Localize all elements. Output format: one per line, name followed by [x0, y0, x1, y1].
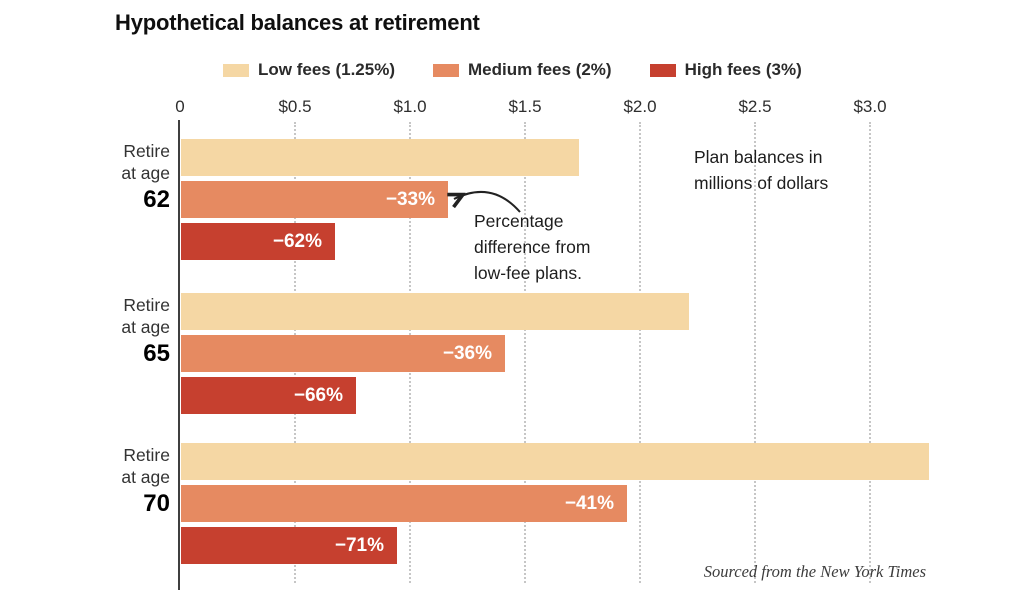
legend-item-label: Medium fees (2%) — [468, 60, 612, 79]
gridline — [869, 122, 871, 583]
x-axis-tick-label: $2.0 — [623, 97, 657, 116]
group-age-value: 70 — [143, 490, 170, 517]
bar-high-fees-age-70: −71% — [181, 527, 397, 564]
x-axis-tick-label: $2.5 — [738, 97, 772, 116]
group-label-line: Retire — [123, 141, 170, 161]
bar-percent-label: −66% — [293, 384, 343, 406]
annotation-line: difference from — [474, 237, 591, 257]
group-label-line: at age — [121, 317, 170, 337]
x-axis-tick-label: $0.5 — [278, 97, 312, 116]
bar-percent-label: −41% — [564, 492, 614, 514]
legend-item-label: High fees (3%) — [684, 60, 802, 79]
gridline — [639, 122, 641, 583]
bar-percent-label: −71% — [334, 534, 384, 556]
group-label-age-65: Retire at age 65 — [58, 294, 170, 367]
bar-medium-fees-age-62: −33% — [181, 181, 448, 218]
gridline — [524, 122, 526, 583]
legend-item-2: Medium fees (2%) — [433, 60, 612, 80]
group-label-line: at age — [121, 163, 170, 183]
bar-high-fees-age-65: −66% — [181, 377, 356, 414]
unit-note-line: Plan balances in — [694, 147, 823, 167]
x-axis-tick-label: $1.0 — [393, 97, 427, 116]
y-axis-baseline — [178, 120, 180, 590]
legend-swatch-icon — [433, 63, 459, 77]
legend-swatch-icon — [223, 63, 249, 77]
legend-item-1: Low fees (1.25%) — [223, 60, 395, 80]
group-label-line: Retire — [123, 295, 170, 315]
legend-swatch-icon — [649, 63, 676, 77]
annotation-line: low-fee plans. — [474, 263, 582, 283]
chart-title: Hypothetical balances at retirement — [115, 10, 480, 35]
group-age-value: 65 — [143, 340, 170, 367]
x-axis-tick-label: $1.5 — [508, 97, 542, 116]
bar-low-fees-age-65 — [181, 293, 689, 330]
group-label-line: at age — [121, 467, 170, 487]
bar-percent-label: −33% — [385, 188, 435, 210]
bar-medium-fees-age-70: −41% — [181, 485, 627, 522]
group-label-age-62: Retire at age 62 — [58, 140, 170, 213]
legend: Low fees (1.25%) Medium fees (2%) High fee… — [223, 60, 802, 80]
bar-low-fees-age-70 — [181, 443, 929, 480]
bar-high-fees-age-62: −62% — [181, 223, 335, 260]
annotation-text: Percentage difference from low-fee plans… — [474, 208, 590, 286]
group-age-value: 62 — [143, 186, 170, 213]
bar-medium-fees-age-65: −36% — [181, 335, 505, 372]
group-label-age-70: Retire at age 70 — [58, 444, 170, 517]
unit-note-line: millions of dollars — [694, 173, 829, 193]
legend-item-label: Low fees (1.25%) — [258, 60, 395, 79]
bar-low-fees-age-62 — [181, 139, 579, 176]
unit-note: Plan balances in millions of dollars — [694, 144, 828, 196]
bar-percent-label: −62% — [272, 230, 322, 252]
x-axis-tick-label: $3.0 — [853, 97, 887, 116]
legend-item-3: High fees (3%) — [649, 60, 802, 80]
source-attribution: Sourced from the New York Times — [703, 562, 926, 581]
bar-percent-label: −36% — [442, 342, 492, 364]
group-label-line: Retire — [123, 445, 170, 465]
annotation-arrow-icon — [444, 191, 521, 213]
x-axis-tick-label: 0 — [175, 97, 185, 116]
annotation-line: Percentage — [474, 211, 564, 231]
gridline — [754, 122, 756, 583]
